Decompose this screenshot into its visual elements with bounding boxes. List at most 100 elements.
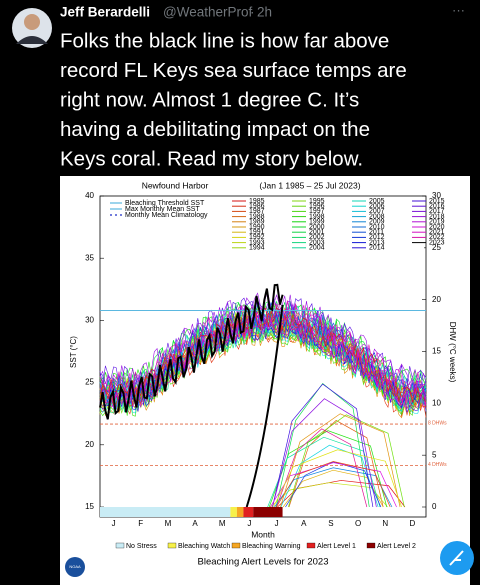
separator: · bbox=[250, 5, 255, 20]
year-label: 2021 bbox=[429, 229, 445, 236]
post-time[interactable]: 2h bbox=[257, 5, 272, 20]
month-label: F bbox=[138, 519, 143, 528]
year-label: 1992 bbox=[249, 234, 265, 241]
year-label: 2017 bbox=[429, 208, 445, 215]
month-label: D bbox=[410, 519, 416, 528]
month-label: M bbox=[165, 519, 172, 528]
alert-swatch bbox=[306, 542, 316, 549]
y2-tick-label: 30 bbox=[432, 191, 441, 200]
year-label: 2011 bbox=[369, 229, 384, 236]
dhw-year-curve bbox=[276, 461, 391, 508]
year-label: 2012 bbox=[369, 234, 385, 241]
month-label: J bbox=[247, 519, 251, 528]
year-label: 2009 bbox=[369, 219, 385, 226]
dhw-year-curve bbox=[272, 398, 377, 508]
dhw-year-curve bbox=[277, 480, 406, 508]
year-label: 2000 bbox=[309, 224, 325, 231]
y2-tick-label: 25 bbox=[432, 243, 441, 252]
year-label: 2010 bbox=[369, 224, 385, 231]
year-label: 1989 bbox=[249, 219, 265, 226]
y-tick-label: 30 bbox=[85, 316, 94, 325]
text-line: Keys coral. Read my story below. bbox=[60, 147, 363, 170]
y2-tick-label: 5 bbox=[432, 450, 437, 459]
dhw-year-curve bbox=[272, 383, 374, 508]
alert-strip bbox=[230, 507, 237, 517]
x-axis-label: Month bbox=[251, 529, 275, 539]
year-label: 1999 bbox=[309, 219, 325, 226]
dhw-year-curve bbox=[288, 420, 384, 508]
year-label: 2002 bbox=[309, 234, 325, 241]
y2-axis-label: DHW (°C weeks) bbox=[448, 322, 457, 383]
alert-swatch bbox=[167, 542, 177, 549]
year-label: 2008 bbox=[369, 213, 385, 220]
month-label: N bbox=[382, 519, 388, 528]
alert-label: Bleaching Warning bbox=[242, 543, 301, 550]
chart: Newfound Harbor (Jan 1 1985 – 25 Jul 2023… bbox=[65, 180, 457, 577]
alert-swatch bbox=[115, 542, 125, 549]
year-label: 2013 bbox=[369, 239, 385, 246]
text-line: Folks the black line is how far above bbox=[60, 29, 389, 52]
alert-strip bbox=[253, 507, 283, 517]
year-label: 2014 bbox=[369, 245, 385, 252]
year-label: 1997 bbox=[309, 208, 325, 215]
y2-tick-label: 10 bbox=[432, 398, 441, 407]
y-tick-label: 15 bbox=[85, 502, 94, 511]
chart-period: (Jan 1 1985 – 25 Jul 2023) bbox=[259, 180, 360, 190]
year-label: 1990 bbox=[249, 224, 265, 231]
sst-year-curve bbox=[99, 323, 427, 419]
year-label: 1993 bbox=[249, 239, 265, 246]
y-tick-label: 25 bbox=[85, 378, 94, 387]
compose-icon bbox=[449, 550, 464, 566]
month-label: M bbox=[219, 519, 226, 528]
alert-swatch bbox=[231, 542, 241, 549]
year-label: 1995 bbox=[309, 198, 325, 205]
y2-tick-label: 15 bbox=[432, 347, 441, 356]
alert-label: No Stress bbox=[126, 543, 157, 550]
year-label: 2023 bbox=[429, 239, 445, 246]
author-handle[interactable]: @WeatherProf bbox=[163, 5, 252, 20]
year-label: 2018 bbox=[429, 213, 445, 220]
month-label: A bbox=[301, 519, 307, 528]
alert-title: Bleaching Alert Levels for 2023 bbox=[198, 557, 329, 568]
month-label: J bbox=[112, 519, 116, 528]
year-label: 2019 bbox=[429, 219, 445, 226]
year-label: 1986 bbox=[249, 203, 265, 210]
dhw-threshold-label: 8 DHWs bbox=[428, 420, 447, 426]
dhw-threshold-label: 4 DHWs bbox=[428, 462, 447, 468]
sst-2023 bbox=[99, 283, 284, 420]
dhw-year-curve bbox=[269, 462, 397, 508]
avatar-face bbox=[24, 14, 40, 30]
y-tick-label: 20 bbox=[85, 440, 94, 449]
y2-tick-label: 0 bbox=[432, 502, 437, 511]
alert-strip bbox=[243, 507, 254, 517]
legend-label: Monthly Mean Climatology bbox=[125, 212, 208, 219]
dhw-year-curve bbox=[275, 382, 370, 508]
tweet-text: Folks the black line is how far above rec… bbox=[60, 29, 407, 170]
alert-label: Bleaching Watch bbox=[178, 543, 230, 550]
dhw-year-curve bbox=[273, 449, 402, 508]
year-label: 2016 bbox=[429, 203, 445, 210]
legend-label: Max Monthly Mean SST bbox=[125, 206, 200, 213]
dhw-year-curve bbox=[280, 413, 401, 508]
month-label: A bbox=[192, 519, 198, 528]
alert-strip bbox=[100, 507, 231, 517]
year-label: 1996 bbox=[309, 203, 325, 210]
year-label: 1998 bbox=[309, 213, 325, 220]
year-label: 1987 bbox=[249, 208, 265, 215]
year-label: 2007 bbox=[369, 208, 385, 215]
alert-label: Alert Level 1 bbox=[317, 543, 356, 550]
author-name[interactable]: Jeff Berardelli bbox=[60, 5, 150, 20]
text-line: having a debilitating impact on the bbox=[60, 118, 370, 141]
sst-year-curve bbox=[99, 315, 427, 407]
noaa-logo-text: NOAA bbox=[69, 564, 81, 569]
chart-title: Newfound Harbor bbox=[142, 180, 209, 190]
more-menu[interactable]: ··· bbox=[452, 2, 465, 17]
y-tick-label: 35 bbox=[85, 253, 94, 262]
text-line: right now. Almost 1 degree C. It’s bbox=[60, 88, 359, 111]
month-label: J bbox=[275, 519, 279, 528]
legend-box bbox=[106, 197, 424, 257]
year-label: 2015 bbox=[429, 198, 445, 205]
year-label: 2005 bbox=[369, 198, 385, 205]
alert-swatch bbox=[366, 542, 376, 549]
